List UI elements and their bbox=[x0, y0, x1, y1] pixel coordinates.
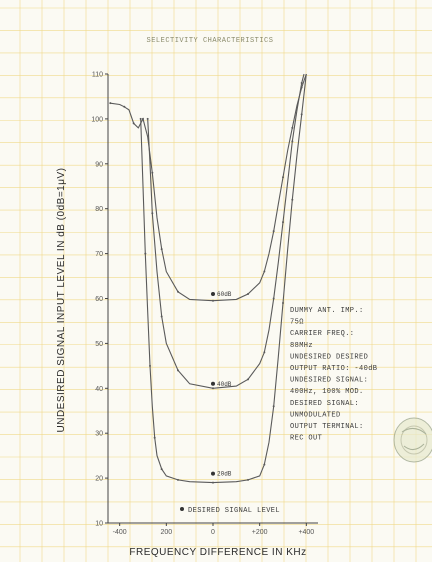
marker-group: 60dB 40dB 20dB bbox=[211, 291, 232, 478]
y-tick-label: 70 bbox=[95, 251, 103, 258]
y-tick-label: 10 bbox=[95, 521, 103, 528]
axes: 10 20 30 40 50 60 70 80 90 100 110 -400 200 0 +200 +400 bbox=[91, 72, 318, 536]
data-point bbox=[151, 212, 154, 215]
x-axis-label: FREQUENCY DIFFERENCE IN KHz bbox=[129, 547, 306, 558]
y-tick-label: 30 bbox=[95, 431, 103, 438]
data-point bbox=[212, 481, 214, 484]
data-point bbox=[144, 252, 147, 255]
series-group bbox=[109, 73, 307, 484]
annotation-line: UNDESIRED SIGNAL: bbox=[290, 377, 368, 385]
y-tick-label: 100 bbox=[91, 116, 103, 123]
data-point bbox=[123, 105, 126, 108]
x-tick-label: +400 bbox=[298, 529, 314, 536]
annotation-line: 75Ω bbox=[290, 319, 304, 327]
data-point bbox=[109, 102, 112, 105]
annotation-line: 88MHz bbox=[290, 342, 313, 350]
marker-dot bbox=[211, 471, 215, 476]
marker-dot bbox=[211, 381, 215, 386]
y-tick-label: 90 bbox=[95, 161, 103, 168]
x-tick-label: -400 bbox=[113, 529, 127, 536]
data-point bbox=[291, 126, 294, 129]
annotation-line: DUMMY ANT. IMP.: bbox=[290, 307, 364, 315]
series-line-40dB bbox=[147, 73, 305, 389]
data-point bbox=[263, 270, 266, 273]
data-point bbox=[160, 315, 163, 318]
data-point bbox=[160, 468, 163, 471]
data-point bbox=[247, 293, 249, 296]
data-point bbox=[212, 299, 214, 302]
marker-label: 40dB bbox=[217, 381, 232, 388]
data-point bbox=[291, 140, 294, 143]
data-point bbox=[153, 436, 156, 439]
series-line-60dB bbox=[110, 73, 307, 302]
annotation-line: OUTPUT RATIO: -40dB bbox=[290, 365, 377, 373]
legend-note-text: DESIRED SIGNAL LEVEL bbox=[188, 507, 280, 515]
y-tick-label: 40 bbox=[95, 386, 103, 393]
data-point bbox=[177, 290, 179, 293]
data-point bbox=[177, 478, 179, 481]
y-tick-label: 20 bbox=[95, 476, 103, 483]
data-point bbox=[247, 378, 249, 381]
annotation-line: 400Hz, 100% MOD. bbox=[290, 388, 364, 396]
annotation-line: OUTPUT TERMINAL: bbox=[290, 423, 364, 431]
data-point bbox=[272, 230, 275, 233]
data-point bbox=[149, 364, 151, 367]
data-point bbox=[300, 81, 303, 84]
legend-note: DESIRED SIGNAL LEVEL bbox=[180, 507, 280, 515]
annotation-line: DESIRED SIGNAL: bbox=[290, 400, 359, 408]
data-point bbox=[282, 221, 284, 224]
data-point bbox=[151, 171, 154, 174]
marker-dot bbox=[211, 292, 215, 297]
data-point bbox=[282, 301, 284, 304]
annotation-line: UNDESIRED DESIRED bbox=[290, 353, 368, 361]
data-point bbox=[139, 117, 142, 120]
data-point bbox=[247, 478, 249, 481]
data-point bbox=[291, 198, 294, 201]
test-conditions-annotation: DUMMY ANT. IMP.: 75Ω CARRIER FREQ.: 88MHz UN… bbox=[290, 307, 377, 443]
y-tick-label: 80 bbox=[95, 206, 103, 213]
annotation-line: REC OUT bbox=[290, 435, 322, 443]
marker-label: 20dB bbox=[217, 471, 232, 478]
annotation-line: CARRIER FREQ.: bbox=[290, 330, 354, 338]
y-tick-label: 50 bbox=[95, 341, 103, 348]
data-point bbox=[263, 351, 266, 354]
x-tick-label: +200 bbox=[252, 529, 268, 536]
data-point bbox=[282, 176, 284, 179]
data-point bbox=[212, 387, 214, 390]
y-tick-label: 110 bbox=[92, 72, 103, 79]
x-tick-label: 200 bbox=[160, 529, 172, 536]
seal-stamp bbox=[393, 417, 432, 463]
data-point bbox=[142, 117, 144, 120]
y-axis-label: UNDESIRED SIGNAL INPUT LEVEL IN dB (0dB=… bbox=[56, 168, 67, 433]
annotation-line: UNMODULATED bbox=[290, 411, 341, 419]
data-point bbox=[272, 405, 275, 408]
data-point bbox=[300, 113, 303, 116]
series-line-20dB bbox=[140, 73, 307, 484]
legend-marker-dot bbox=[180, 507, 184, 511]
x-tick-label: 0 bbox=[211, 529, 215, 536]
data-point bbox=[272, 297, 275, 300]
data-point bbox=[177, 369, 179, 372]
data-point bbox=[263, 463, 266, 466]
y-tick-label: 60 bbox=[95, 296, 103, 303]
marker-label: 60dB bbox=[217, 291, 232, 298]
data-point bbox=[160, 248, 163, 251]
data-point bbox=[132, 122, 135, 125]
data-point bbox=[146, 117, 149, 120]
chart-title: SELECTIVITY CHARACTERISTICS bbox=[147, 37, 274, 45]
